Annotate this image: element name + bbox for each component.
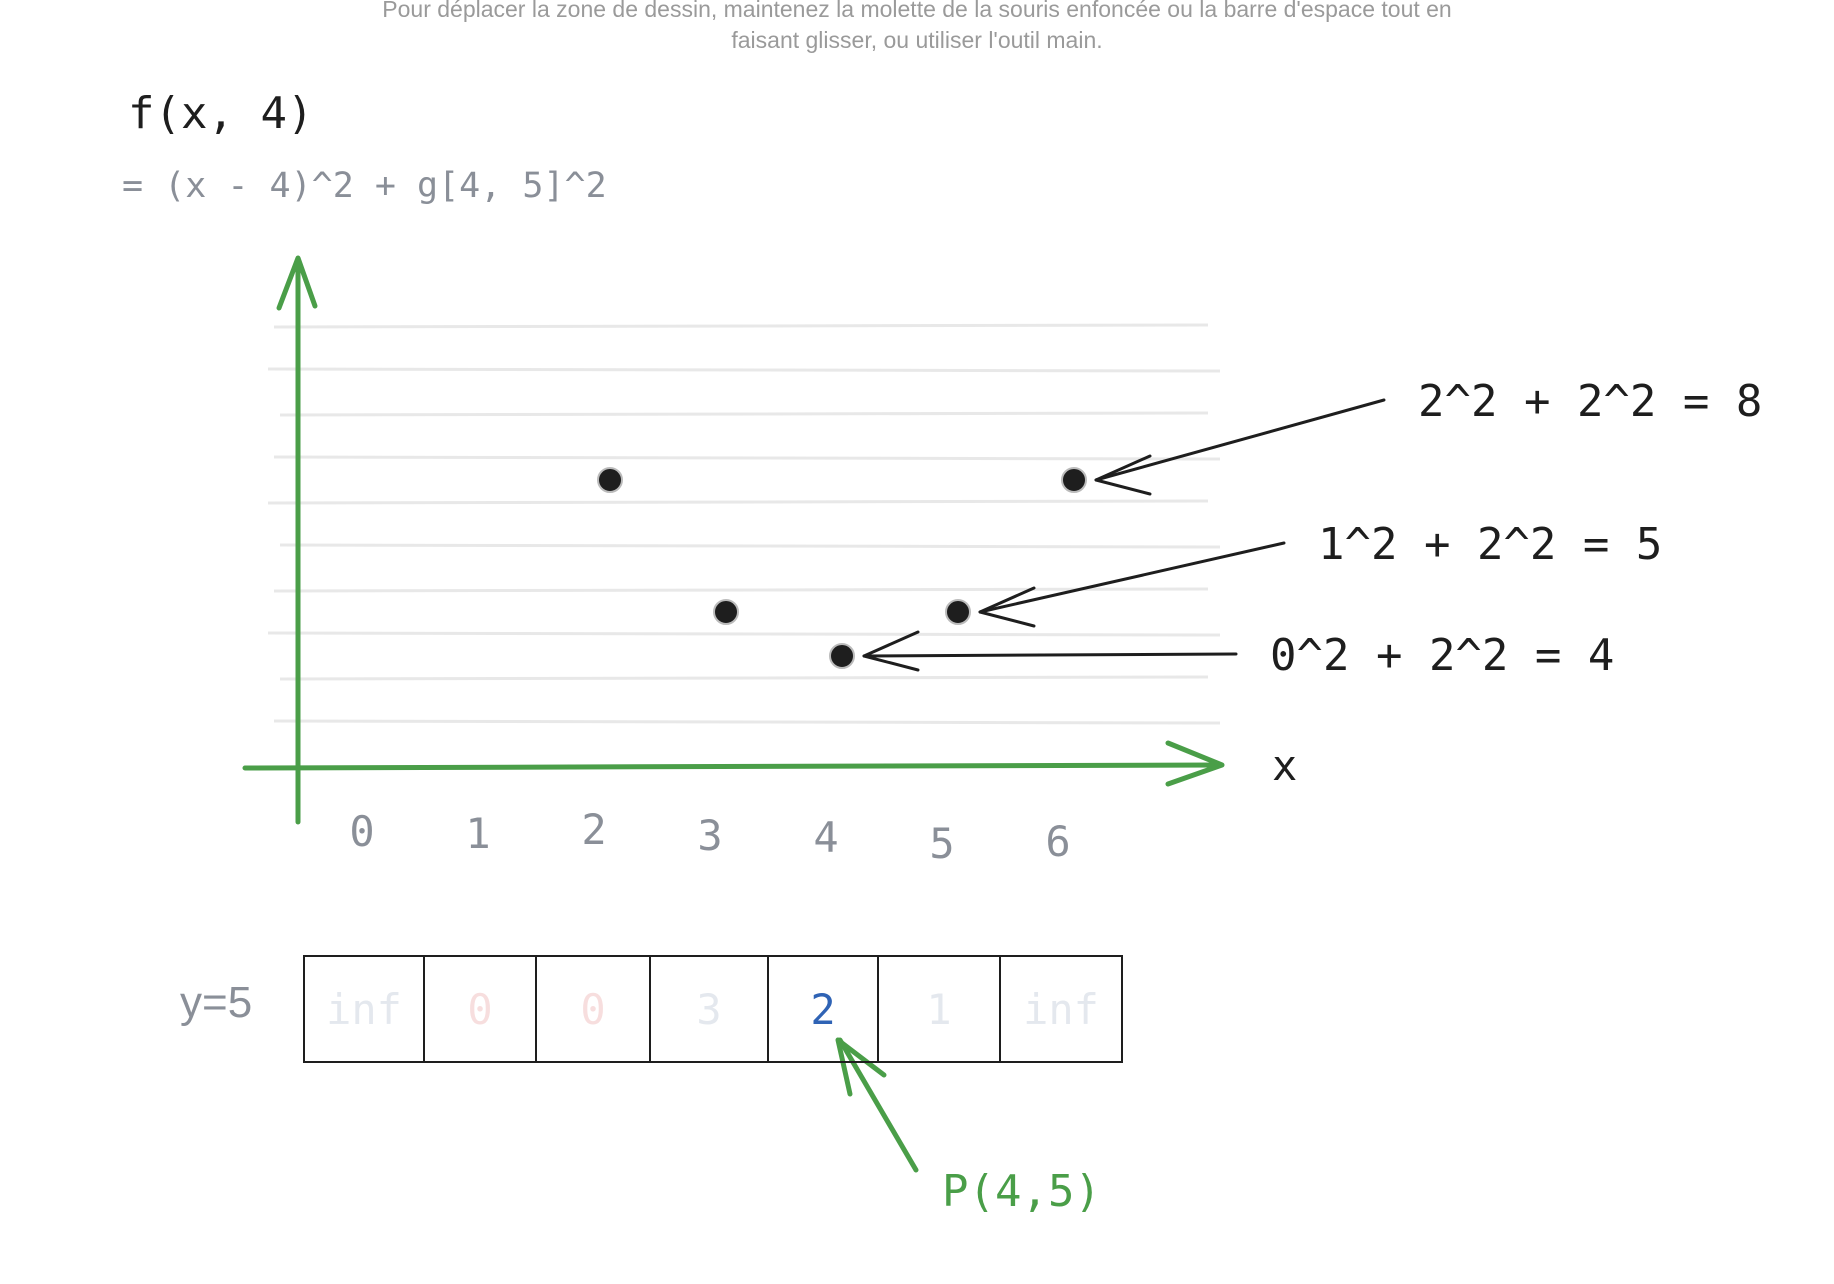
x-tick-label: 2 (581, 805, 606, 854)
x-axis-label: x (1272, 741, 1297, 790)
canvas-hint: Pour déplacer la zone de dessin, mainten… (0, 0, 1834, 56)
x-tick-label: 6 (1045, 817, 1070, 866)
hint-line-2: faisant glisser, ou utiliser l'outil mai… (731, 27, 1103, 53)
hint-line-1: Pour déplacer la zone de dessin, mainten… (382, 0, 1452, 22)
data-point (1061, 467, 1087, 493)
axes: x (242, 255, 1297, 825)
annotation-label: 1^2 + 2^2 = 5 (1318, 519, 1662, 570)
grid-line (273, 323, 1209, 329)
function-title: f(x, 4) (128, 88, 314, 139)
grid-line (273, 455, 1221, 461)
grid-line (279, 543, 1221, 549)
x-axis-arrowhead (1165, 740, 1225, 787)
annotation-arrowhead (862, 630, 920, 672)
point-annotations: 2^2 + 2^2 = 8 1^2 + 2^2 = 5 0^2 + 2^2 = 4 (862, 376, 1762, 681)
x-tick-labels: 0 1 2 3 4 5 6 (349, 805, 1070, 868)
row-cell: inf (1023, 984, 1099, 1034)
row-cell: 1 (879, 957, 1001, 1061)
y-axis-arrowhead (276, 255, 318, 311)
grid-line (267, 631, 1221, 637)
annotation-arrowhead (978, 586, 1036, 628)
row-cell: 2 (769, 957, 879, 1061)
grid-line (267, 499, 1209, 505)
grid-line (273, 587, 1209, 593)
x-tick-label: 0 (349, 807, 374, 856)
annotation-arrow (1094, 398, 1386, 482)
annotation-arrow (862, 652, 1238, 658)
data-point (597, 467, 623, 493)
pointer-arrow-head (835, 1037, 887, 1097)
grid-line (279, 411, 1209, 417)
row-label: y=5 (180, 978, 253, 1027)
grid-line (279, 675, 1209, 681)
data-point (945, 599, 971, 625)
annotation-label: 0^2 + 2^2 = 4 (1270, 630, 1614, 681)
pointer-label: P(4,5) (942, 1166, 1101, 1217)
grid-lines (267, 323, 1221, 725)
row-cell: 0 (425, 957, 537, 1061)
data-point (713, 599, 739, 625)
annotation-arrowhead (1094, 454, 1152, 496)
grid-line (273, 719, 1221, 725)
data-points (597, 467, 1087, 669)
x-tick-label: 5 (929, 819, 954, 868)
x-tick-label: 3 (697, 811, 722, 860)
x-tick-label: 1 (465, 809, 490, 858)
data-point (829, 643, 855, 669)
x-tick-label: 4 (813, 813, 838, 862)
annotation-label: 2^2 + 2^2 = 8 (1418, 376, 1762, 427)
x-axis-line (242, 762, 1223, 771)
row-cell: 0 (537, 957, 651, 1061)
annotation-arrow (978, 541, 1286, 614)
row-cell: inf (305, 957, 425, 1061)
grid-line (267, 367, 1221, 373)
row-cell: 3 (651, 957, 769, 1061)
value-row: inf 0 0 3 2 1 inf (303, 955, 1123, 1063)
function-definition: = (x - 4)^2 + g[4, 5]^2 (122, 166, 607, 206)
